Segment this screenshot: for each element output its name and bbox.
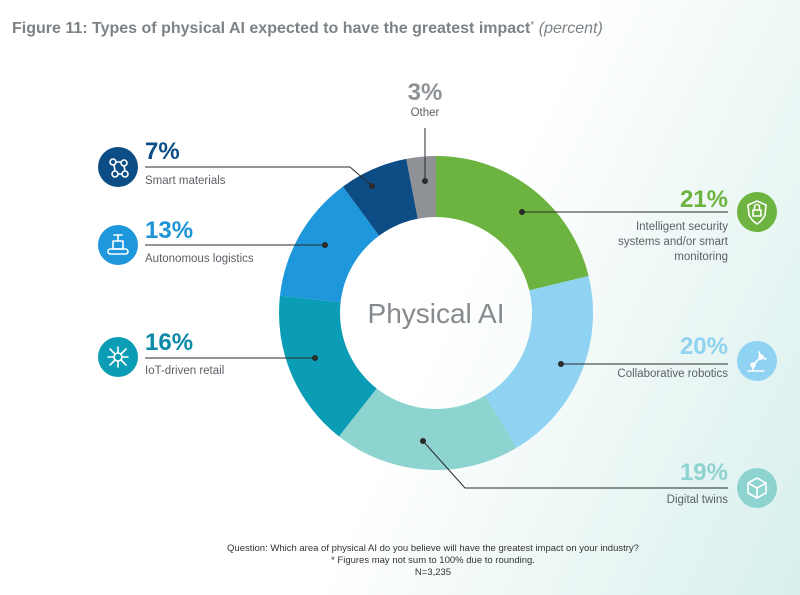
slice-smart-materials	[342, 158, 418, 236]
slice-autonomous-logistics	[279, 186, 380, 303]
donut-slices	[278, 156, 593, 471]
slice-other	[406, 156, 436, 219]
value-label-digital-twins: 19%	[680, 459, 728, 486]
value-label-collaborative-robotics: 20%	[680, 333, 728, 360]
category-label-other: Other	[411, 107, 440, 119]
leader-dot-intelligent-security-systems-and-or-smart-monitoring	[519, 209, 525, 215]
rounding-note: * Figures may not sum to 100% due to rou…	[331, 555, 535, 566]
leader-dot-smart-materials	[369, 183, 375, 189]
leader-dot-digital-twins	[420, 438, 426, 444]
value-label-other: 3%	[408, 79, 443, 106]
title-asterisk: *	[530, 20, 535, 31]
slice-intelligent-security-systems-and-or-smart-monitoring	[436, 156, 589, 291]
leader-dot-other	[422, 178, 428, 184]
leader-dot-iot-driven-retail	[312, 355, 318, 361]
value-label-autonomous-logistics: 13%	[145, 217, 193, 244]
leader-dot-autonomous-logistics	[322, 242, 328, 248]
leader-line-digital-twins	[422, 440, 728, 489]
category-label-smart-materials: Smart materials	[145, 175, 226, 187]
slice-digital-twins	[338, 388, 517, 471]
molecule-icon	[98, 147, 138, 187]
chart-title-main: Figure 11: Types of physical AI expected…	[12, 20, 531, 37]
slice-collaborative-robotics	[485, 275, 593, 448]
conveyor-icon	[98, 225, 138, 265]
callout-autonomous-logistics: 13% Autonomous logistics	[98, 217, 328, 265]
callout-other: 3%Other	[408, 79, 443, 184]
center-label: Physical AI	[368, 298, 505, 329]
category-label-iot-driven-retail: IoT-driven retail	[145, 365, 224, 377]
robot-arm-icon	[737, 341, 777, 381]
chart-title: Figure 11: Types of physical AI expected…	[12, 20, 603, 38]
iot-network-icon	[98, 337, 138, 377]
category-label-autonomous-logistics: Autonomous logistics	[145, 253, 254, 265]
callout-smart-materials: 7% Smart materials	[98, 138, 375, 189]
category-label-intelligent-security-systems-and-or-smart-monitoring: Intelligent security systems and/or smart…	[618, 221, 729, 263]
slice-iot-driven-retail	[278, 295, 377, 437]
cube-icon	[737, 468, 777, 508]
callout-intelligent-security-systems-and-or-smart-monitoring: 21% Intelligent security systems and/or sm…	[519, 186, 777, 263]
callout-digital-twins: 19% Digital twins	[420, 438, 777, 508]
chart-footer: Question: Which area of physical AI do y…	[0, 543, 800, 579]
chart-title-unit: (percent)	[538, 20, 603, 37]
value-label-smart-materials: 7%	[145, 138, 180, 165]
value-label-iot-driven-retail: 16%	[145, 329, 193, 356]
leader-dot-collaborative-robotics	[558, 361, 564, 367]
shield-lock-icon	[737, 192, 777, 232]
category-label-digital-twins: Digital twins	[667, 494, 729, 506]
sample-size: N=3,235	[414, 567, 452, 578]
category-label-collaborative-robotics: Collaborative robotics	[617, 368, 728, 380]
value-label-intelligent-security-systems-and-or-smart-monitoring: 21%	[680, 186, 728, 213]
survey-question: Question: Which area of physical AI do y…	[227, 543, 639, 554]
callout-iot-driven-retail: 16% IoT-driven retail	[98, 329, 318, 377]
callout-collaborative-robotics: 20% Collaborative robotics	[558, 333, 777, 381]
leader-line-smart-materials	[145, 166, 373, 187]
